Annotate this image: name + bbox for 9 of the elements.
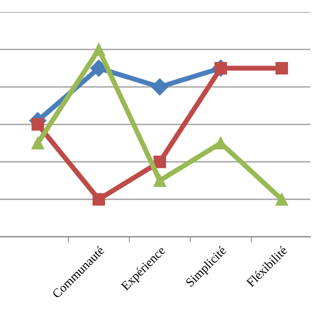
point bbox=[151, 78, 168, 96]
point bbox=[92, 193, 106, 206]
point bbox=[275, 62, 288, 74]
point bbox=[32, 118, 44, 131]
point bbox=[92, 43, 106, 56]
point bbox=[32, 136, 44, 150]
point bbox=[154, 174, 166, 187]
point bbox=[154, 156, 166, 168]
point bbox=[275, 193, 288, 206]
